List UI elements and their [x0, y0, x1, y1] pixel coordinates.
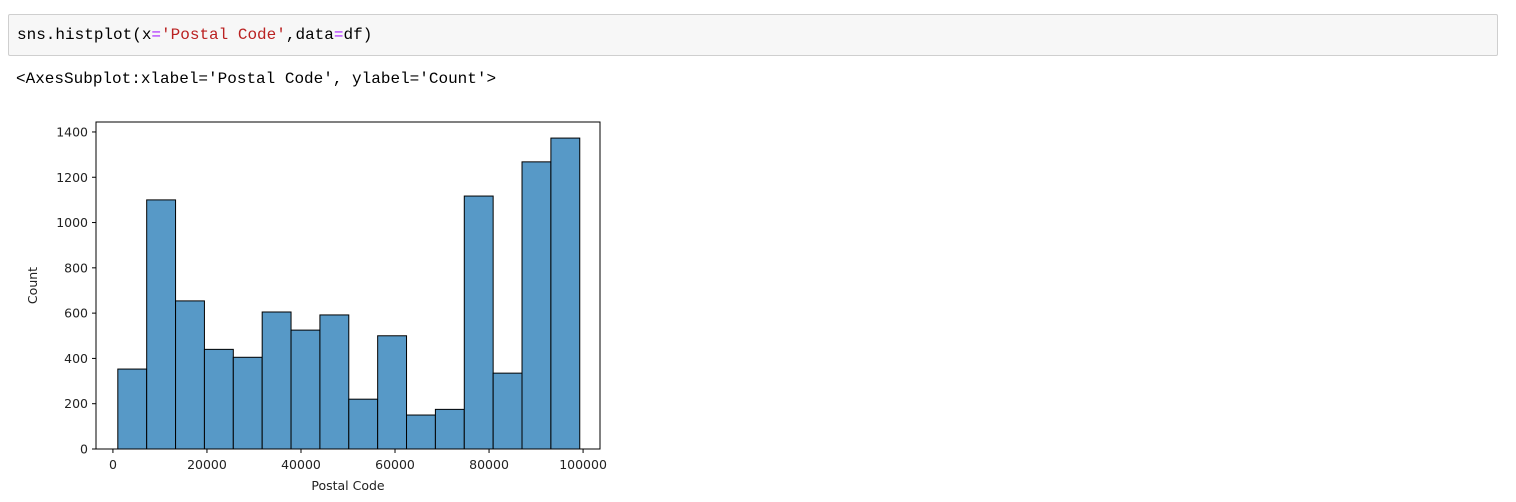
bar [261, 311, 292, 450]
bar [492, 372, 523, 450]
code-token: df) [343, 26, 373, 44]
code-token: ,data [285, 26, 334, 44]
code: sns.histplot(x='Postal Code',data=df) [17, 26, 372, 44]
x-axis-label: Postal Code [311, 478, 385, 493]
bar [319, 314, 350, 450]
y-tick-label: 600 [64, 306, 88, 321]
y-axis-label: Count [25, 267, 40, 304]
chart: 0 200 400 600 800 1000 1200 1400 0 20000 40000 6000… [25, 121, 607, 493]
bar [550, 137, 581, 450]
bar [348, 398, 379, 450]
bar [175, 300, 205, 450]
bar [406, 414, 436, 450]
bar [521, 161, 552, 450]
code-token: = [151, 26, 162, 44]
x-tick-label: 0 [109, 457, 117, 472]
output-text: <AxesSubplot:xlabel='Postal Code', ylabe… [16, 70, 497, 88]
y-tick-label: 1000 [56, 215, 88, 230]
y-tick-label: 200 [64, 396, 88, 411]
plot-frame [95, 121, 601, 450]
bar [463, 195, 494, 450]
bar [146, 199, 177, 450]
bar [117, 368, 148, 450]
y-tick-label: 0 [80, 442, 88, 457]
x-tick-label: 20000 [187, 457, 227, 472]
x-tick-label: 100000 [559, 457, 607, 472]
bar [203, 348, 234, 450]
x-tick-label: 80000 [469, 457, 509, 472]
bar [377, 335, 408, 450]
bar [290, 329, 321, 450]
y-tick-label: 400 [64, 351, 88, 366]
bar [232, 356, 263, 450]
x-tick-label: 40000 [281, 457, 321, 472]
y-tick-label: 800 [64, 260, 88, 275]
y-tick-label: 1200 [56, 170, 88, 185]
code-token: 'Postal Code' [161, 26, 286, 44]
code-token: = [333, 26, 344, 44]
code-token: sns.histplot(x [17, 26, 152, 44]
bar [434, 408, 465, 450]
y-tick-label: 1400 [56, 124, 88, 139]
code-cell[interactable]: sns.histplot(x='Postal Code',data=df) [8, 14, 1498, 56]
x-tick-label: 60000 [375, 457, 415, 472]
